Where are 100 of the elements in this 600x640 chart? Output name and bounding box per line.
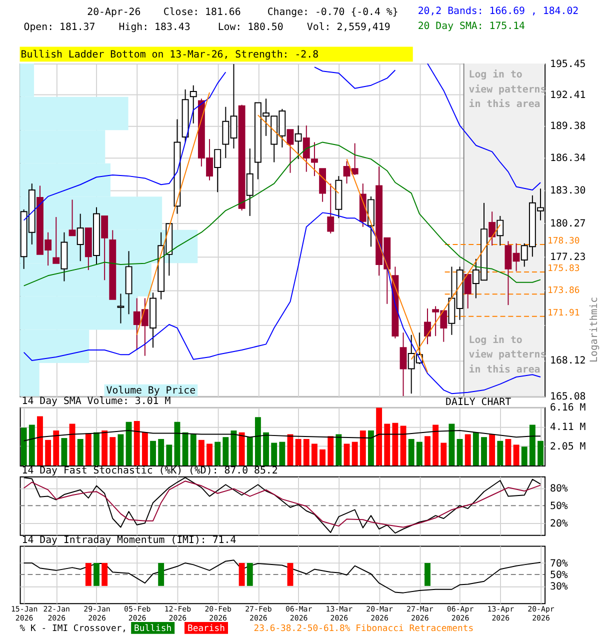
bar [529, 424, 536, 466]
y-tick-label: 80% [550, 484, 568, 495]
line-series [23, 480, 542, 528]
bar [489, 434, 496, 466]
text: 23.6-38.2-50-61.8% Fibonacci Retracements [254, 624, 474, 634]
bar [384, 424, 390, 466]
bar [440, 442, 447, 466]
bar [279, 442, 286, 466]
y-tick-label: 186.34 [550, 153, 586, 164]
chart-title: 14 Day SMA Volume: 3.01 M [22, 396, 171, 408]
bar [238, 432, 245, 466]
text: Bearish [187, 624, 226, 634]
bar [312, 444, 318, 466]
bar [158, 438, 164, 466]
bar [190, 434, 196, 466]
bar [303, 438, 310, 466]
bar [142, 432, 148, 466]
bar [424, 436, 430, 466]
bar [408, 438, 414, 466]
text: % K - IMI Crossover, [20, 624, 128, 634]
y-tick-label: 50% [550, 501, 568, 512]
bar [497, 440, 504, 466]
y-tick-label: 192.41 [550, 90, 586, 101]
bar [320, 449, 326, 466]
bar [464, 434, 471, 466]
candlestick [311, 142, 318, 177]
candlestick [246, 148, 254, 216]
bar [344, 444, 350, 466]
text: Low: 180.50 [218, 22, 284, 33]
bar [481, 437, 487, 466]
bar [287, 434, 294, 466]
bar [263, 432, 269, 466]
bar [521, 446, 528, 466]
y-tick-label: 183.30 [550, 185, 586, 196]
text: Open: 181.37 [24, 22, 96, 33]
text: 20-Apr-26 [87, 7, 141, 18]
bar [94, 432, 100, 466]
text: 20,2 Bands: 166.69 , 184.02 [418, 6, 579, 18]
bar [20, 428, 27, 466]
y-tick-label: 2.05 M [550, 442, 586, 453]
bar [432, 424, 439, 466]
y-tick-label: 6.16 M [550, 402, 586, 414]
y-axis-title: Logarithmic [589, 296, 600, 362]
bar [376, 408, 382, 466]
candlestick [68, 199, 76, 236]
bar [206, 444, 212, 466]
bar [69, 424, 76, 466]
bar [102, 430, 108, 466]
line-series [314, 66, 396, 89]
bar [85, 433, 92, 466]
bar [198, 440, 204, 466]
bar [328, 436, 334, 466]
annotation: DAILY CHART [446, 397, 512, 408]
bar [28, 424, 35, 466]
candlestick [496, 215, 504, 246]
bar [110, 437, 116, 466]
text: Close: 181.66 [163, 7, 241, 18]
line-series [23, 72, 226, 221]
text: High: 183.43 [118, 22, 190, 33]
candlestick [302, 125, 310, 172]
candlestick [424, 308, 431, 345]
candlestick [294, 125, 302, 160]
bar [505, 438, 512, 466]
y-tick-label: 50% [550, 570, 568, 581]
candlestick [327, 183, 334, 234]
bar [368, 430, 374, 466]
bar [513, 444, 520, 466]
line-series [23, 430, 542, 442]
bar [295, 438, 302, 466]
chart-title: 14 Day Intraday Momentum (IMI): 71.4 [22, 534, 236, 546]
bar [174, 422, 180, 466]
y-tick-label: 4.11 M [550, 422, 586, 434]
text: 20 Day SMA: 175.14 [418, 20, 526, 32]
bar [254, 417, 261, 466]
bar [456, 438, 463, 466]
bar [246, 437, 253, 466]
ref-line-label: 178.30 [548, 236, 580, 246]
bar [538, 440, 544, 466]
bar [448, 424, 455, 466]
text: Volume By Price [106, 385, 196, 396]
ref-line-label: 171.91 [548, 308, 580, 318]
line-series [23, 560, 542, 594]
candlestick [190, 84, 197, 124]
text: Change: -0.70 {-0.4 %} [267, 7, 398, 18]
bar [53, 430, 60, 466]
ref-line-label: 175.83 [548, 264, 580, 274]
candlestick [52, 216, 60, 264]
bar [182, 432, 188, 466]
candlestick [117, 293, 124, 324]
y-tick-label: 180.27 [550, 218, 586, 230]
bar [271, 442, 278, 466]
text: Bullish [134, 624, 172, 634]
text: Vol: 2,559,419 [306, 22, 390, 33]
candlestick [286, 129, 294, 174]
candlestick [400, 332, 407, 396]
y-tick-label: 195.45 [550, 59, 586, 70]
chart-title: Bullish Ladder Bottom on 13-Mar-26, Strength: -2.8 [20, 50, 319, 61]
candlestick [76, 213, 84, 262]
y-tick-label: 165.08 [550, 392, 586, 403]
bar [150, 440, 156, 466]
